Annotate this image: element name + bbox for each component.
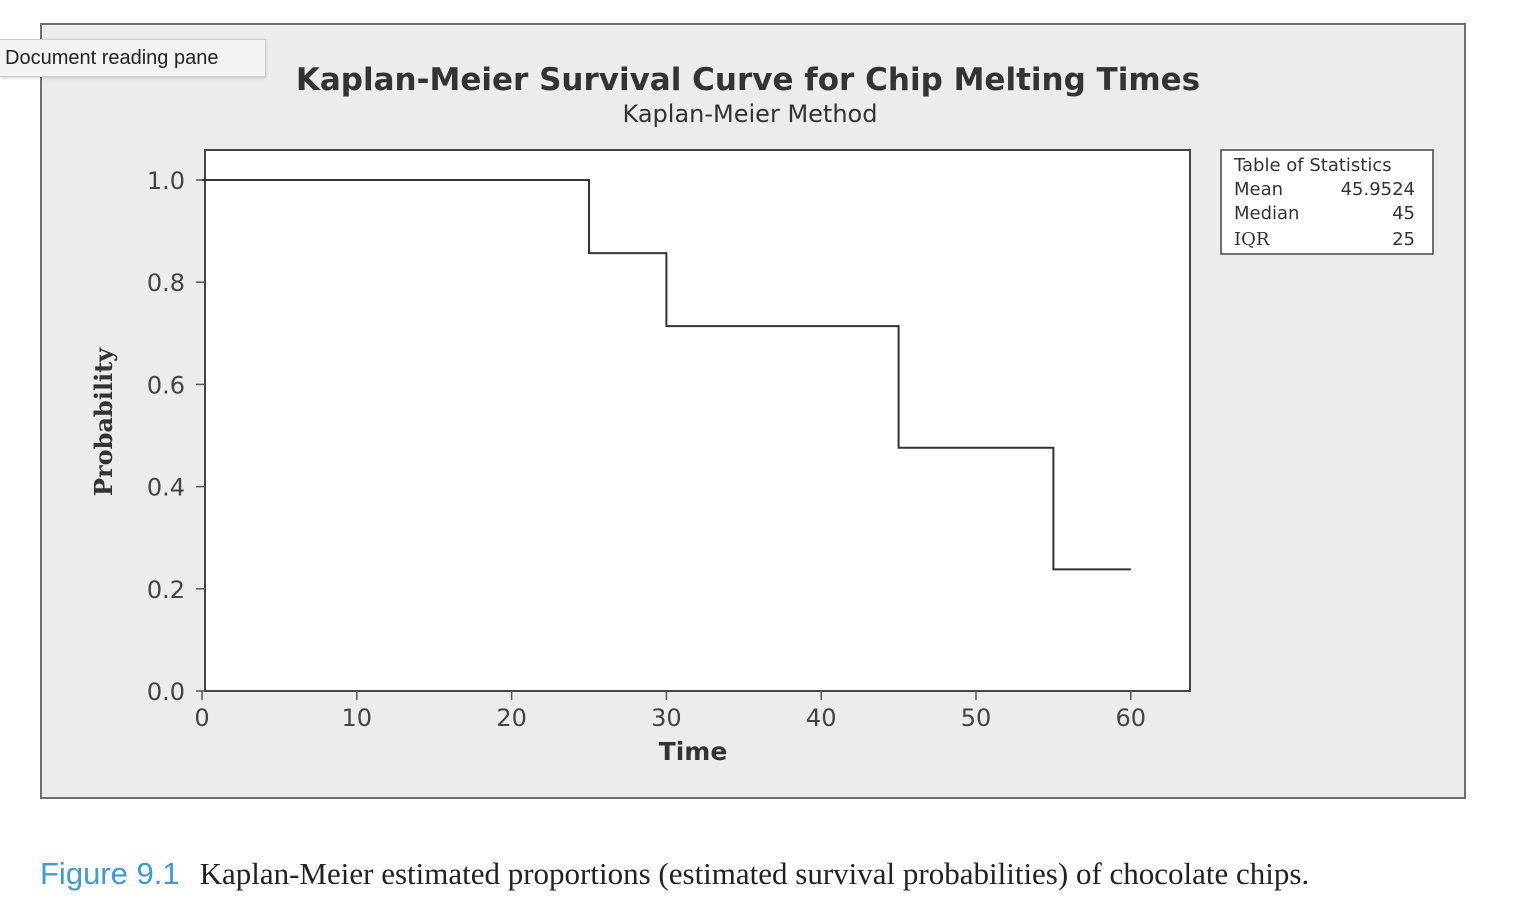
figure-caption-text: Kaplan-Meier estimated proportions (esti… <box>199 856 1310 891</box>
y-tick-label: 0.4 <box>147 474 185 502</box>
statistics-table-border <box>1220 149 1434 255</box>
x-tick-label: 40 <box>806 704 837 732</box>
x-tick-label: 10 <box>342 704 373 732</box>
figure-caption: Figure 9.1 Kaplan-Meier estimated proport… <box>40 856 1309 892</box>
x-tick-label: 30 <box>651 704 682 732</box>
survival-step-line <box>202 179 1131 571</box>
statistics-iqr-label: IQR <box>1234 229 1270 250</box>
statistics-table-title: Table of Statistics <box>1233 155 1392 176</box>
statistics-mean-value: 45.9524 <box>1341 179 1415 200</box>
x-tick-label: 20 <box>496 704 527 732</box>
y-axis-label: Probability <box>89 347 118 496</box>
x-axis: 0 10 20 30 40 50 60 <box>194 691 1146 732</box>
survival-series <box>202 179 1131 571</box>
statistics-mean-label: Mean <box>1234 179 1283 200</box>
x-tick-label: 50 <box>961 704 992 732</box>
x-axis-label: Time <box>659 737 728 766</box>
chart-title: Kaplan-Meier Survival Curve for Chip Mel… <box>296 62 1200 98</box>
y-tick-label: 0.6 <box>147 371 185 399</box>
y-tick-label: 0.8 <box>147 269 185 297</box>
document-reading-pane-tooltip: Document reading pane <box>0 39 266 77</box>
statistics-table: Table of Statistics Mean 45.9524 Median … <box>1220 149 1434 255</box>
statistics-median-label: Median <box>1234 203 1299 224</box>
y-axis: 0.0 0.2 0.4 0.6 0.8 1.0 <box>147 167 205 706</box>
x-tick-label: 0 <box>194 704 209 732</box>
x-tick-label: 60 <box>1116 704 1147 732</box>
y-tick-label: 0.2 <box>147 576 185 604</box>
y-tick-label: 0.0 <box>147 678 185 706</box>
statistics-iqr-value: 25 <box>1392 229 1415 250</box>
plot-area <box>204 149 1191 692</box>
y-tick-label: 1.0 <box>147 167 185 195</box>
figure-label: Figure 9.1 <box>40 856 180 891</box>
chart-subtitle: Kaplan-Meier Method <box>623 100 878 128</box>
statistics-median-value: 45 <box>1392 203 1415 224</box>
